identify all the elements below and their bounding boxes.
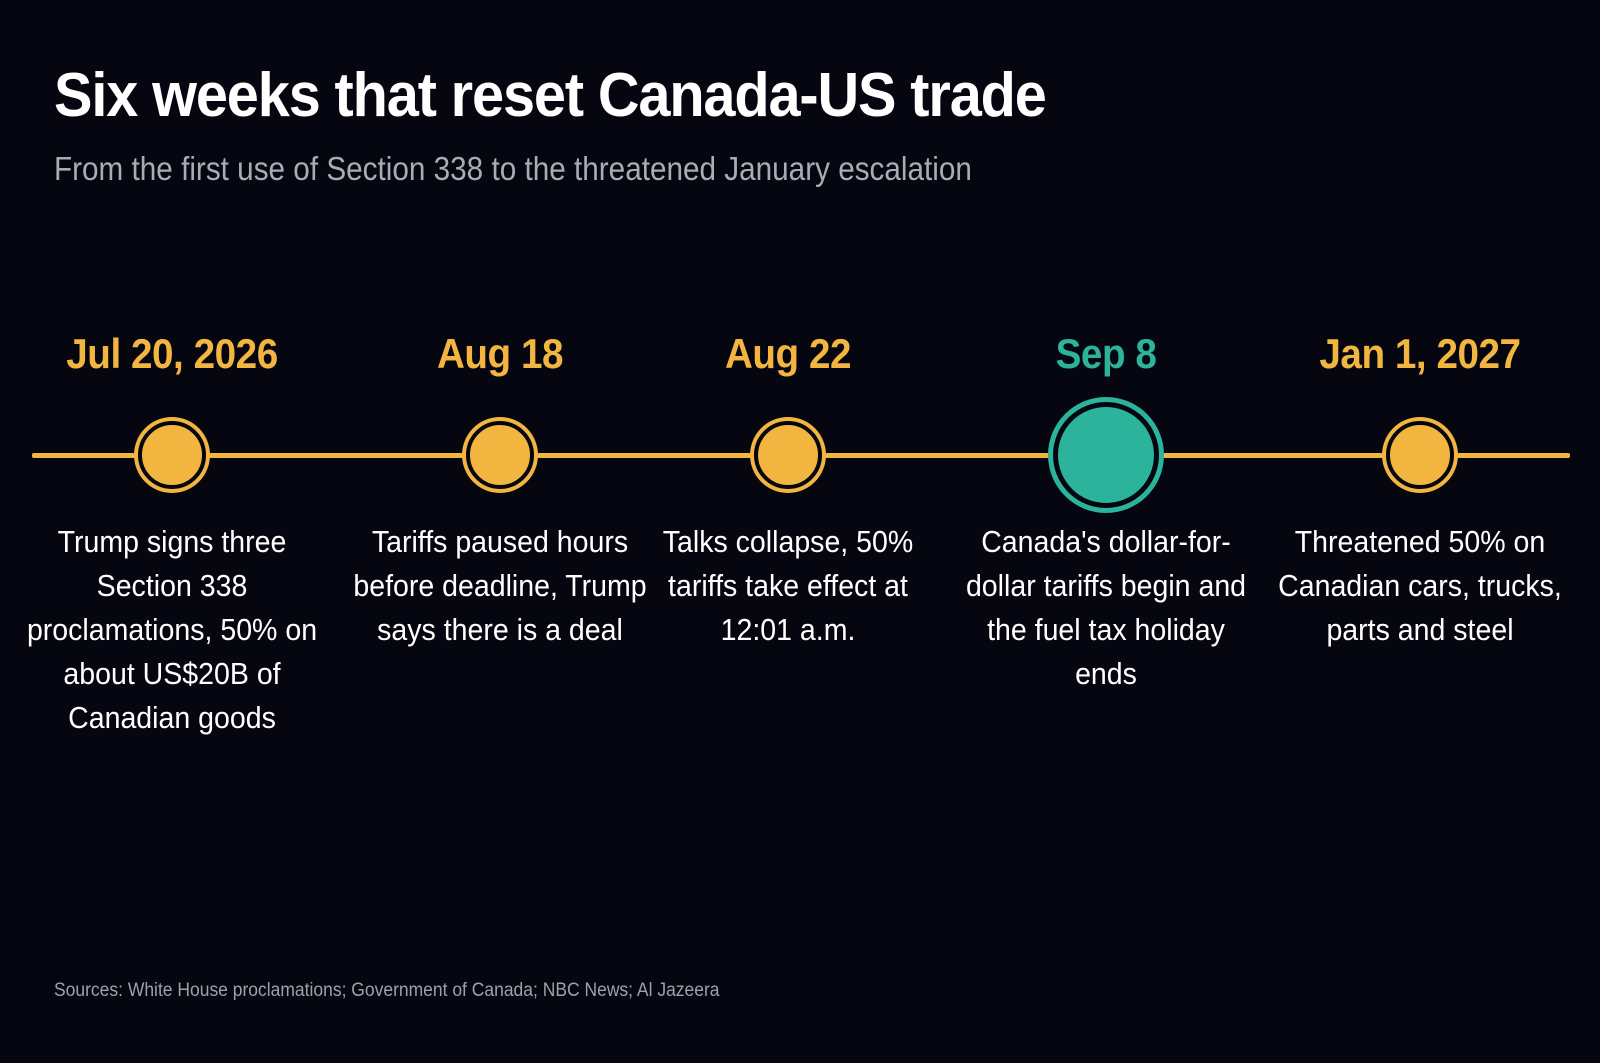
event-marker xyxy=(138,421,206,489)
event-date: Aug 18 xyxy=(436,330,564,377)
event-description: Trump signs three Section 338 proclamati… xyxy=(26,524,318,735)
event-description: Tariffs paused hours before deadline, Tr… xyxy=(353,524,647,647)
event-date: Sep 8 xyxy=(1055,330,1157,377)
page-title: Six weeks that reset Canada-US trade xyxy=(54,61,1047,130)
event-description: Canada's dollar-for-dollar tariffs begin… xyxy=(965,524,1247,691)
event-marker-highlight xyxy=(1053,402,1159,508)
page-subtitle: From the first use of Section 338 to the… xyxy=(54,150,972,187)
event-description: Threatened 50% on Canadian cars, trucks,… xyxy=(1278,524,1562,647)
sources-note: Sources: White House proclamations; Gove… xyxy=(54,980,720,1001)
event-marker xyxy=(466,421,534,489)
event-date: Jul 20, 2026 xyxy=(66,330,278,377)
event-marker xyxy=(754,421,822,489)
event-date: Aug 22 xyxy=(724,330,852,377)
event-marker xyxy=(1386,421,1454,489)
event-date: Jan 1, 2027 xyxy=(1319,330,1521,377)
event-description: Talks collapse, 50% tariffs take effect … xyxy=(662,524,914,647)
